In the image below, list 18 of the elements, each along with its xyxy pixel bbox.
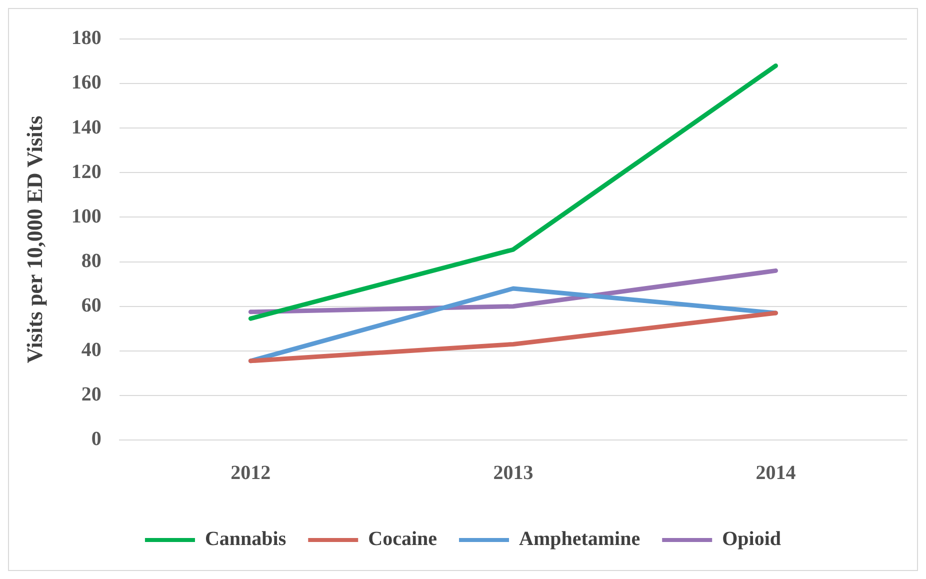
y-tick-label: 100 — [71, 205, 102, 228]
x-tick-label: 2014 — [756, 462, 796, 484]
legend-label: Amphetamine — [519, 528, 640, 550]
legend-label: Opioid — [722, 528, 782, 550]
legend-label: Cocaine — [368, 528, 438, 550]
y-tick-label: 160 — [71, 72, 102, 94]
x-tick-label: 2012 — [230, 462, 271, 484]
y-tick-label: 180 — [71, 27, 102, 50]
y-tick-label: 80 — [81, 250, 102, 272]
y-tick-label: 40 — [81, 339, 102, 362]
x-tick-label: 2013 — [493, 462, 534, 484]
legend-label: Cannabis — [204, 528, 286, 550]
y-axis-title: Visits per 10,000 ED Visits — [22, 115, 47, 364]
y-tick-label: 120 — [71, 160, 102, 183]
y-tick-label: 20 — [81, 384, 102, 406]
y-tick-label: 60 — [81, 294, 102, 317]
y-tick-label: 140 — [71, 116, 102, 138]
y-tick-label: 0 — [91, 428, 102, 450]
